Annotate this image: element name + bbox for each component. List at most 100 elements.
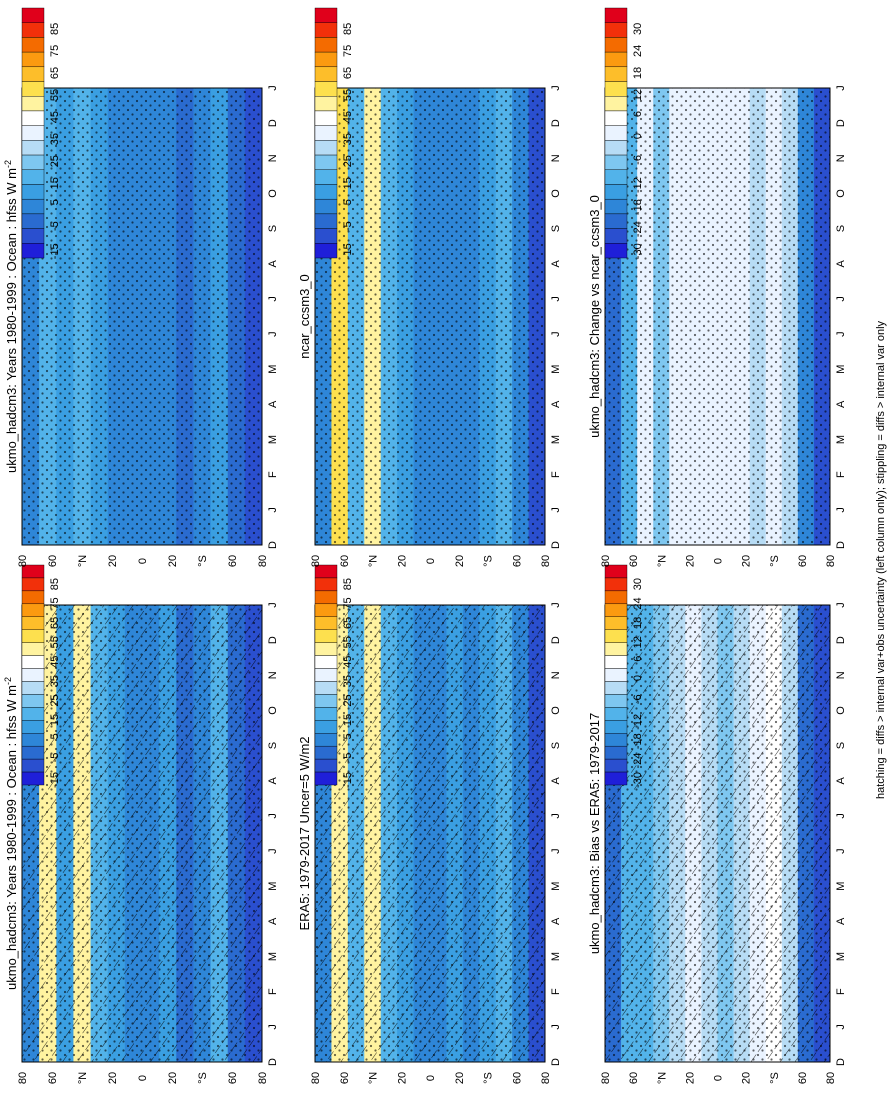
colorbar-cell bbox=[21, 629, 45, 643]
lat-tick-label: 0 bbox=[425, 558, 437, 564]
lat-tick-label: 60 bbox=[47, 555, 59, 567]
panel-title: ERA5: 1979-2017 Uncer=5 W/m2 bbox=[297, 736, 312, 930]
lat-tick-label: 80 bbox=[257, 1072, 269, 1084]
colorbar-cell bbox=[314, 616, 338, 630]
month-tick-label: M bbox=[550, 952, 562, 961]
lat-tick-label: 20 bbox=[107, 1072, 119, 1084]
lat-tick-label: 20 bbox=[454, 1072, 466, 1084]
colorbar-cell bbox=[604, 758, 628, 773]
lat-tick-label: 80 bbox=[257, 555, 269, 567]
colorbar-label: 35 bbox=[342, 675, 354, 687]
lat-tick-label: °N bbox=[368, 1072, 380, 1084]
month-tick-label: F bbox=[550, 471, 562, 478]
panel-title: ukmo_hadcm3: Years 1980-1999 : Ocean : h… bbox=[3, 677, 19, 990]
colorbar-cell bbox=[314, 590, 338, 605]
colorbar-cell bbox=[21, 81, 45, 97]
month-tick-label: F bbox=[835, 471, 847, 478]
colorbar-cell bbox=[314, 733, 338, 747]
colorbar-cell bbox=[314, 758, 338, 773]
colorbar-cell bbox=[21, 96, 45, 112]
colorbar-cell bbox=[21, 7, 45, 23]
colorbar-cell bbox=[21, 733, 45, 747]
colorbar-cell bbox=[21, 140, 45, 156]
colorbar-label: 24 bbox=[632, 45, 644, 57]
lat-tick-label: °S bbox=[197, 1072, 209, 1084]
lat-tick-label: 80 bbox=[600, 555, 612, 567]
colorbar-cell bbox=[604, 603, 628, 617]
colorbar-label: 18 bbox=[632, 67, 644, 79]
colorbar-cell bbox=[604, 51, 628, 68]
colorbar-cell bbox=[21, 198, 45, 215]
month-tick-label: J bbox=[267, 602, 279, 608]
month-tick-label: J bbox=[267, 813, 279, 819]
lat-tick-label: °S bbox=[769, 555, 781, 567]
colorbar-label: 25 bbox=[49, 155, 61, 167]
colorbar-cell bbox=[314, 243, 338, 259]
colorbar-label: 25 bbox=[49, 694, 61, 706]
colorbar-cell bbox=[314, 642, 338, 656]
month-tick-label: M bbox=[835, 882, 847, 891]
month-tick-label: M bbox=[835, 365, 847, 374]
month-tick-label: M bbox=[550, 435, 562, 444]
colorbar-cell bbox=[21, 154, 45, 170]
lat-tick-label: 80 bbox=[540, 1072, 552, 1084]
month-tick-label: J bbox=[835, 331, 847, 337]
panel-title: ukmo_hadcm3: Years 1980-1999 : Ocean : h… bbox=[3, 160, 19, 473]
colorbar-label: -24 bbox=[632, 221, 644, 237]
colorbar-label: 45 bbox=[49, 656, 61, 668]
colorbar-cell bbox=[604, 228, 628, 244]
month-tick-label: A bbox=[267, 259, 279, 267]
colorbar-cell bbox=[604, 154, 628, 170]
colorbar-cell bbox=[314, 668, 338, 682]
month-tick-label: A bbox=[835, 259, 847, 267]
lat-tick-label: °N bbox=[77, 555, 89, 567]
month-tick-label: J bbox=[267, 296, 279, 302]
month-tick-label: A bbox=[835, 917, 847, 925]
month-tick-label: J bbox=[267, 85, 279, 91]
plot-frame bbox=[314, 87, 546, 546]
colorbar-cell bbox=[604, 577, 628, 592]
month-tick-label: D bbox=[267, 119, 279, 127]
colorbar-label: 35 bbox=[49, 133, 61, 145]
month-tick-label: F bbox=[267, 471, 279, 478]
lat-tick-label: 20 bbox=[396, 555, 408, 567]
colorbar-cell bbox=[314, 745, 338, 760]
colorbar-label: 85 bbox=[49, 578, 61, 590]
colorbar-cell bbox=[604, 720, 628, 734]
month-tick-label: N bbox=[550, 154, 562, 162]
colorbar-label: -12 bbox=[632, 714, 644, 730]
colorbar-label: 35 bbox=[49, 675, 61, 687]
month-tick-label: N bbox=[550, 671, 562, 679]
colorbar-cell bbox=[604, 184, 628, 200]
month-tick-label: J bbox=[835, 507, 847, 513]
colorbar-cell bbox=[604, 707, 628, 721]
month-tick-label: D bbox=[267, 541, 279, 549]
month-tick-label: J bbox=[550, 813, 562, 819]
colorbar-label: -12 bbox=[632, 177, 644, 193]
lat-tick-label: 80 bbox=[310, 1072, 322, 1084]
lat-tick-label: 60 bbox=[511, 555, 523, 567]
colorbar-cell bbox=[21, 758, 45, 773]
month-tick-label: J bbox=[550, 602, 562, 608]
colorbar-label: -15 bbox=[49, 772, 61, 788]
month-tick-label: O bbox=[267, 706, 279, 715]
month-tick-label: J bbox=[835, 602, 847, 608]
month-tick-label: J bbox=[835, 1024, 847, 1030]
month-tick-label: O bbox=[835, 706, 847, 715]
colorbar-label: 85 bbox=[342, 23, 354, 35]
lat-tick-label: 0 bbox=[425, 1075, 437, 1081]
colorbar-label: -18 bbox=[632, 733, 644, 749]
colorbar-cell bbox=[21, 169, 45, 185]
colorbar-label: 12 bbox=[632, 89, 644, 101]
colorbar-label: -30 bbox=[632, 243, 644, 259]
month-tick-label: M bbox=[550, 882, 562, 891]
colorbar-label: 75 bbox=[49, 597, 61, 609]
colorbar-label: -5 bbox=[342, 753, 354, 763]
colorbar-label: 65 bbox=[49, 617, 61, 629]
panel-left-middle: ERA5: 1979-2017 Uncer=5 W/m2 80 60 °N 20 0 20 °… bbox=[297, 564, 562, 1084]
colorbar-cell bbox=[314, 81, 338, 97]
colorbar-cell bbox=[314, 66, 338, 82]
month-tick-label: M bbox=[550, 365, 562, 374]
